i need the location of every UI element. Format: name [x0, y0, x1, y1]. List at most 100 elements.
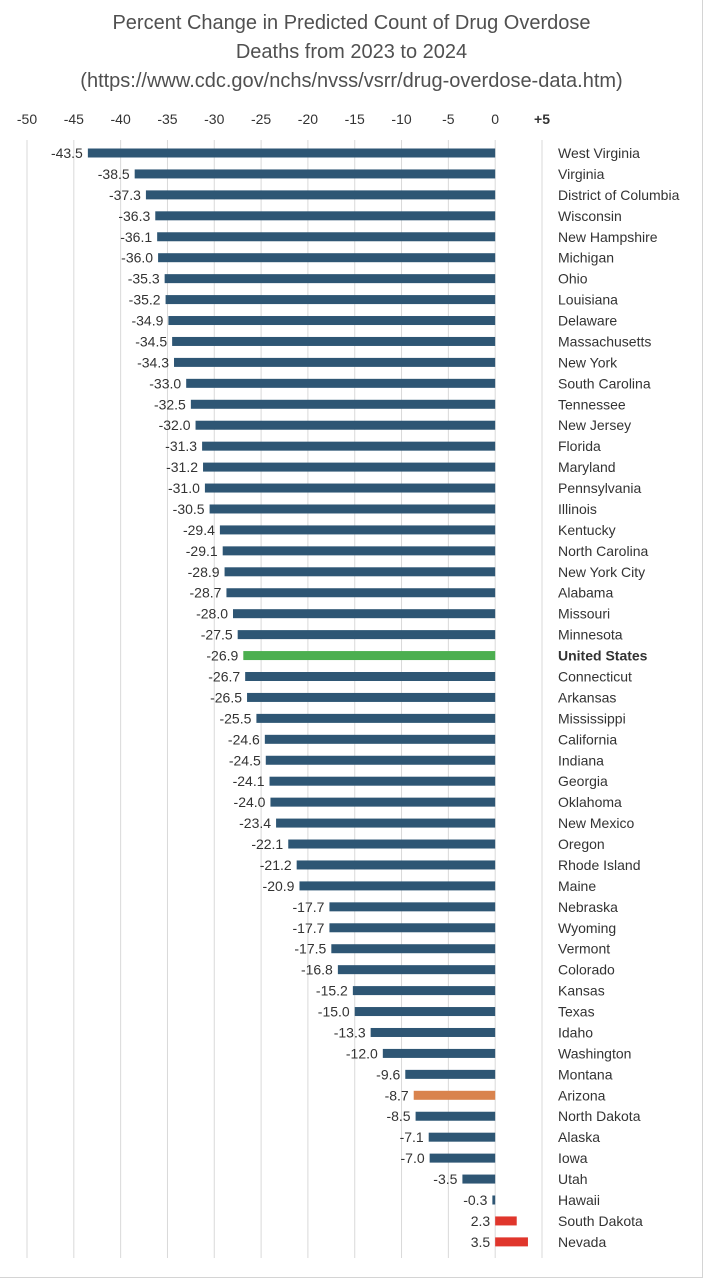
value-label: -30.5 [173, 501, 205, 517]
bar [237, 630, 496, 640]
category-label: Ohio [558, 271, 588, 287]
value-label: -7.1 [400, 1129, 424, 1145]
value-label: -24.5 [229, 752, 261, 768]
category-label: New York [558, 354, 618, 370]
category-label: Georgia [558, 773, 608, 789]
x-tick-label: -25 [251, 111, 271, 127]
chart-source-url: (https://www.cdc.gov/nchs/nvss/vsrr/drug… [80, 70, 623, 92]
bar [265, 755, 496, 765]
bar [428, 1132, 496, 1142]
value-label: 2.3 [471, 1213, 491, 1229]
bar [296, 860, 496, 870]
value-label: -43.5 [51, 145, 83, 161]
bars [87, 148, 528, 1247]
x-tick-label: -40 [111, 111, 131, 127]
bar [337, 965, 496, 975]
bar [429, 1153, 496, 1163]
value-label: -26.5 [210, 689, 242, 705]
x-tick-label: -30 [204, 111, 224, 127]
value-label: -17.5 [294, 941, 326, 957]
category-label: Utah [558, 1171, 588, 1187]
value-label: -34.3 [137, 354, 169, 370]
bar [203, 462, 496, 472]
bar [209, 504, 496, 514]
bar [186, 378, 496, 388]
bar [270, 797, 496, 807]
bar [174, 357, 496, 367]
category-label: Michigan [558, 250, 614, 266]
bar [269, 776, 496, 786]
bar [405, 1069, 496, 1079]
x-tick-label: -10 [391, 111, 411, 127]
value-label: -29.4 [183, 522, 215, 538]
bar [165, 295, 496, 305]
value-label: -0.3 [463, 1192, 487, 1208]
value-label: -28.0 [196, 606, 228, 622]
bar [145, 190, 496, 200]
value-label: -36.1 [120, 229, 152, 245]
bar [87, 148, 496, 158]
bar [168, 316, 496, 326]
x-tick-label: 0 [491, 111, 499, 127]
bar [413, 1090, 496, 1100]
value-label: -12.0 [346, 1045, 378, 1061]
category-label: Colorado [558, 962, 615, 978]
category-label: Maine [558, 878, 596, 894]
value-label: -3.5 [433, 1171, 457, 1187]
category-labels: West Virginia Virginia District of Columbi… [558, 145, 680, 1250]
value-label: -24.0 [234, 794, 266, 810]
bar [256, 713, 496, 723]
category-label: Rhode Island [558, 857, 641, 873]
bar [164, 274, 496, 284]
bar [243, 651, 496, 661]
value-label: -36.3 [118, 208, 150, 224]
value-label: -24.1 [233, 773, 265, 789]
bar [190, 399, 496, 409]
value-label: -29.1 [186, 543, 218, 559]
category-label: Montana [558, 1066, 613, 1082]
bar [172, 336, 496, 346]
category-label: New York City [558, 564, 645, 580]
x-tick-label: -35 [157, 111, 177, 127]
chart-title-line-1: Percent Change in Predicted Count of Dru… [112, 12, 591, 34]
bar [245, 672, 496, 681]
category-label: Missouri [558, 606, 610, 622]
category-label: Nevada [558, 1234, 606, 1250]
x-tick-label: +5 [534, 111, 550, 127]
bar [329, 923, 496, 933]
category-label: West Virginia [558, 145, 640, 161]
bar [495, 1216, 517, 1226]
bar [264, 734, 496, 744]
bar [415, 1111, 496, 1121]
category-label: North Dakota [558, 1108, 641, 1124]
category-label: Arizona [558, 1087, 606, 1103]
value-label: -31.0 [168, 480, 200, 496]
category-label: Connecticut [558, 669, 632, 685]
category-label: Arkansas [558, 689, 616, 705]
category-label: Alaska [558, 1129, 600, 1145]
category-label: Minnesota [558, 627, 623, 643]
x-tick-label: -20 [298, 111, 318, 127]
value-label: -28.9 [188, 564, 220, 580]
value-label: -24.6 [228, 731, 260, 747]
category-label: South Dakota [558, 1213, 643, 1229]
category-label: Mississippi [558, 710, 626, 726]
value-label: -9.6 [376, 1066, 400, 1082]
bar [352, 986, 496, 996]
category-label: Illinois [558, 501, 597, 517]
category-label: New Mexico [558, 815, 634, 831]
value-label: -13.3 [334, 1024, 366, 1040]
category-label: Louisiana [558, 292, 618, 308]
category-label: Massachusetts [558, 333, 651, 349]
category-label: South Carolina [558, 375, 651, 391]
value-label: -32.5 [154, 396, 186, 412]
value-label: -21.2 [260, 857, 292, 873]
bar [134, 169, 496, 179]
value-label: -15.2 [316, 983, 348, 999]
value-label: -25.5 [219, 710, 251, 726]
bar [247, 692, 496, 702]
bar [331, 944, 496, 954]
value-label: -8.7 [385, 1087, 409, 1103]
value-label: -16.8 [301, 962, 333, 978]
bar [155, 211, 496, 221]
